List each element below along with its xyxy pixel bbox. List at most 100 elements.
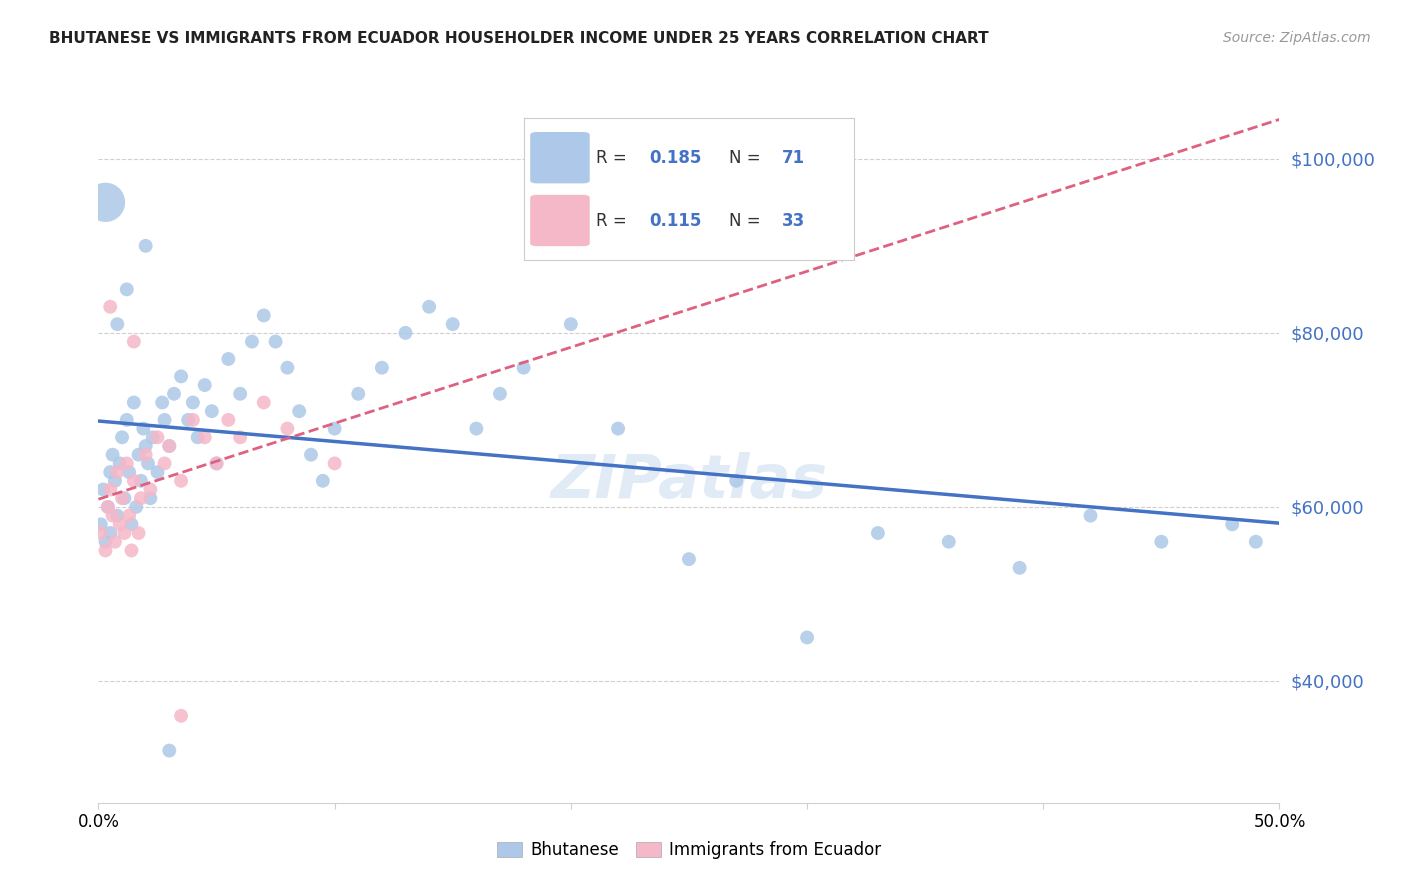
Point [111,491,134,506]
Point [560,317,582,331]
Point [98,465,121,479]
Point [217,413,239,427]
Point [187,430,209,444]
Point [264,334,287,349]
Point [229,386,252,401]
Point [135,439,157,453]
Point [122,334,145,349]
Point [129,474,152,488]
Point [170,708,193,723]
Point [170,369,193,384]
Point [607,421,630,435]
Point [105,508,128,523]
Point [111,430,134,444]
Point [205,457,228,471]
Point [98,300,121,314]
Point [323,457,346,471]
Point [312,474,335,488]
Point [118,508,141,523]
Point [98,526,121,541]
Point [146,430,169,444]
Point [90,526,112,541]
Point [105,465,128,479]
Point [1220,517,1243,532]
Point [394,326,416,340]
Point [97,500,120,514]
Point [121,517,143,532]
Point [104,474,127,488]
Point [157,439,180,453]
Point [104,534,127,549]
Point [725,474,748,488]
Point [489,386,512,401]
Point [115,413,138,427]
Point [177,413,200,427]
Point [112,526,135,541]
Point [112,491,135,506]
Point [441,317,464,331]
Point [678,552,700,566]
Point [181,413,204,427]
Point [136,457,159,471]
Point [1244,534,1267,549]
Point [299,448,322,462]
Point [288,404,311,418]
Point [276,360,298,375]
Point [129,491,152,506]
Point [276,421,298,435]
Point [142,430,165,444]
Point [796,631,818,645]
Point [118,465,141,479]
Point [94,543,117,558]
Legend: Bhutanese, Immigrants from Ecuador: Bhutanese, Immigrants from Ecuador [491,835,887,866]
Point [128,448,150,462]
Point [139,491,162,506]
Point [115,457,138,471]
Point [201,404,224,418]
Point [150,395,173,409]
Point [866,526,889,541]
Point [132,421,155,435]
Point [512,360,534,375]
Point [91,483,114,497]
Point [181,395,204,409]
Point [105,317,128,331]
Point [371,360,394,375]
Point [128,526,150,541]
Point [229,430,252,444]
Point [139,483,162,497]
Point [347,386,370,401]
Point [194,430,217,444]
Point [115,282,138,296]
Point [217,351,239,366]
Point [157,439,180,453]
Text: ZIPatlas: ZIPatlas [550,452,828,511]
Point [122,474,145,488]
Point [94,195,117,210]
Point [938,534,960,549]
Point [90,517,112,532]
Point [153,457,176,471]
Text: BHUTANESE VS IMMIGRANTS FROM ECUADOR HOUSEHOLDER INCOME UNDER 25 YEARS CORRELATI: BHUTANESE VS IMMIGRANTS FROM ECUADOR HOU… [49,31,988,46]
Point [163,386,186,401]
Point [122,395,145,409]
Point [94,534,117,549]
Point [135,239,157,253]
Point [97,500,120,514]
Point [153,413,176,427]
Point [253,395,276,409]
Point [1080,508,1102,523]
Point [125,500,148,514]
Point [108,457,131,471]
Text: Source: ZipAtlas.com: Source: ZipAtlas.com [1223,31,1371,45]
Point [323,421,346,435]
Point [205,457,228,471]
Point [1150,534,1173,549]
Point [1008,561,1031,575]
Point [101,448,124,462]
Point [157,743,180,757]
Point [465,421,488,435]
Point [135,448,157,462]
Point [121,543,143,558]
Point [240,334,263,349]
